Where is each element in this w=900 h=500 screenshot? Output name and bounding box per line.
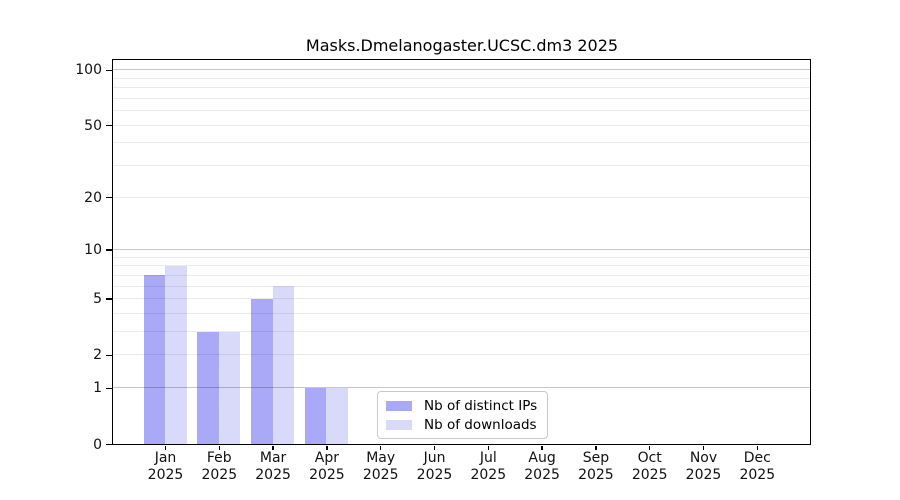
- x-tick-mark-mar: [272, 445, 274, 450]
- x-month-year: 2025: [147, 467, 184, 483]
- plot-area: Nb of distinct IPs Nb of downloads: [112, 59, 811, 445]
- x-month-year: 2025: [362, 467, 399, 483]
- x-tick-mark-feb: [218, 445, 221, 450]
- legend-swatch-distinct-ips: [386, 400, 412, 411]
- x-month-name: Aug: [528, 450, 556, 466]
- x-tick-mark-may: [379, 445, 382, 450]
- x-month-year: 2025: [470, 467, 507, 483]
- x-month-name: Mar: [259, 450, 287, 466]
- x-month-year: 2025: [739, 467, 776, 483]
- x-month-label-jan: Jan 2025: [134, 450, 198, 484]
- x-month-year: 2025: [416, 467, 453, 483]
- x-month-name: Feb: [206, 450, 232, 466]
- y-tick-mark-0: [106, 443, 112, 446]
- y-tick-label-1: 1: [93, 380, 102, 397]
- minor-gridline-6: [113, 285, 810, 287]
- y-tick-label-50: 50: [84, 117, 102, 134]
- y-tick-mark-50: [106, 124, 112, 127]
- major-gridline-100: [113, 69, 810, 71]
- y-tick-mark-10: [106, 249, 112, 251]
- y-tick-label-0: 0: [93, 436, 102, 453]
- x-month-year: 2025: [524, 467, 560, 483]
- minor-gridline-40: [113, 142, 810, 144]
- x-month-label-mar: Mar 2025: [241, 450, 305, 484]
- x-month-name: Oct: [637, 450, 662, 466]
- x-month-name: Dec: [743, 450, 771, 466]
- x-tick-mark-jan: [164, 445, 167, 450]
- x-month-label-sep: Sep 2025: [564, 450, 628, 484]
- y-tick-mark-1: [106, 387, 112, 390]
- y-tick-label-2: 2: [93, 347, 102, 364]
- x-month-year: 2025: [255, 467, 291, 483]
- x-tick-mark-oct: [648, 445, 651, 450]
- x-month-label-nov: Nov 2025: [672, 450, 736, 484]
- bar-distinct-ips-feb: [197, 331, 219, 444]
- x-month-name: Jul: [479, 450, 497, 466]
- y-tick-mark-2: [106, 354, 112, 357]
- minor-gridline-90: [113, 77, 810, 79]
- x-tick-mark-apr: [326, 445, 328, 450]
- x-month-label-dec: Dec 2025: [725, 450, 789, 484]
- bar-downloads-apr: [326, 387, 348, 444]
- bar-downloads-feb: [218, 331, 241, 444]
- y-tick-label-20: 20: [84, 189, 102, 206]
- legend-swatch-downloads: [386, 419, 412, 430]
- x-month-year: 2025: [578, 467, 614, 483]
- minor-gridline-7: [113, 274, 810, 276]
- x-month-name: Sep: [582, 450, 610, 466]
- minor-gridline-60: [113, 110, 810, 112]
- minor-gridline-50: [113, 124, 810, 126]
- minor-gridline-30: [113, 165, 810, 167]
- chart-title: Masks.Dmelanogaster.UCSC.dm3 2025: [305, 36, 619, 55]
- minor-gridline-9: [113, 256, 810, 258]
- minor-gridline-4: [113, 313, 810, 314]
- x-tick-mark-jun: [433, 445, 436, 450]
- minor-gridline-70: [113, 97, 810, 99]
- x-month-name: Jun: [423, 450, 446, 466]
- x-month-year: 2025: [685, 467, 722, 483]
- bar-distinct-ips-mar: [251, 298, 273, 444]
- y-tick-mark-100: [106, 69, 112, 72]
- x-month-name: Nov: [689, 450, 718, 466]
- legend-label-downloads: Nb of downloads: [424, 416, 537, 433]
- y-tick-mark-5: [106, 298, 112, 300]
- x-month-name: Jan: [154, 450, 177, 466]
- bar-distinct-ips-apr: [304, 387, 327, 444]
- x-month-year: 2025: [201, 467, 238, 483]
- x-tick-mark-aug: [541, 445, 543, 450]
- minor-gridline-8: [113, 265, 810, 267]
- bar-downloads-mar: [272, 286, 295, 444]
- bar-distinct-ips-jan: [143, 275, 165, 444]
- x-month-name: May: [366, 450, 396, 466]
- x-month-label-feb: Feb 2025: [187, 450, 251, 484]
- x-month-label-oct: Oct 2025: [618, 450, 682, 484]
- legend-item-distinct-ips: Nb of distinct IPs: [386, 397, 538, 414]
- y-tick-label-5: 5: [93, 291, 102, 308]
- minor-gridline-80: [113, 87, 810, 89]
- legend: Nb of distinct IPs Nb of downloads: [377, 391, 549, 439]
- x-tick-mark-jul: [487, 445, 490, 450]
- x-month-label-jul: Jul 2025: [456, 450, 520, 484]
- x-tick-mark-nov: [702, 445, 705, 450]
- x-month-label-may: May 2025: [349, 450, 413, 484]
- x-month-name: Apr: [314, 450, 339, 466]
- minor-gridline-20: [113, 196, 810, 198]
- y-tick-label-100: 100: [75, 62, 102, 79]
- minor-gridline-5: [113, 298, 810, 300]
- x-tick-mark-dec: [756, 445, 759, 450]
- bar-downloads-jan: [165, 265, 187, 444]
- x-tick-mark-sep: [595, 445, 597, 450]
- x-month-year: 2025: [309, 467, 345, 483]
- x-month-label-jun: Jun 2025: [403, 450, 467, 484]
- legend-label-distinct-ips: Nb of distinct IPs: [424, 397, 538, 414]
- x-month-year: 2025: [631, 467, 668, 483]
- legend-item-downloads: Nb of downloads: [386, 416, 537, 433]
- major-gridline-10: [113, 249, 810, 251]
- y-tick-mark-20: [106, 196, 112, 199]
- x-month-label-aug: Aug 2025: [510, 450, 574, 484]
- y-tick-label-10: 10: [84, 242, 102, 259]
- x-month-label-apr: Apr 2025: [295, 450, 359, 484]
